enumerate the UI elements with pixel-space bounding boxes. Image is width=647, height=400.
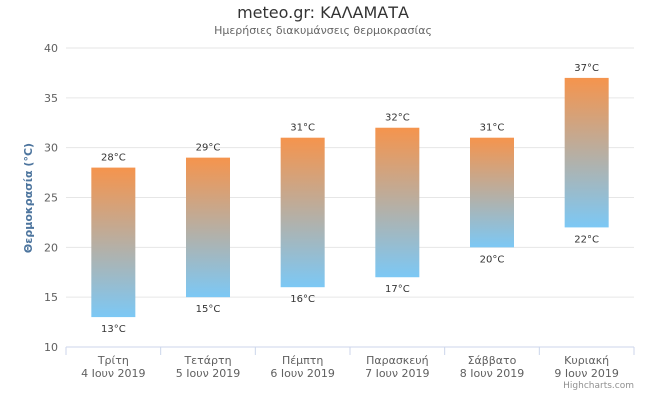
- credits-link[interactable]: Highcharts.com: [563, 381, 634, 391]
- y-tick-label: 30: [44, 142, 58, 155]
- max-temp-label: 28°C: [101, 153, 126, 164]
- x-category-day: Σάββατο: [468, 354, 517, 367]
- temperature-range-bar[interactable]: [91, 167, 136, 318]
- y-tick-label: 20: [44, 241, 58, 254]
- y-tick-label: 15: [44, 291, 58, 304]
- max-temp-label: 31°C: [290, 123, 315, 134]
- data-labels: 28°C 13°C 29°C 15°C 31°C 16°C 32°C 17°C 31°C 20°C…: [101, 63, 599, 335]
- grid: 10 15 20 25 30 35 40: [44, 42, 634, 354]
- x-category-date: 5 Ιουν 2019: [176, 367, 240, 380]
- chart-title: meteo.gr: ΚΑΛΑΜΑΤΑ: [237, 3, 409, 22]
- y-tick-label: 35: [44, 92, 58, 105]
- max-temp-label: 32°C: [385, 113, 410, 124]
- y-tick-label: 10: [44, 341, 58, 354]
- x-category-day: Παρασκευή: [366, 354, 429, 367]
- y-tick-label: 40: [44, 42, 58, 55]
- bars: [91, 77, 609, 318]
- x-category-day: Τετάρτη: [183, 354, 231, 367]
- y-axis-title: Θερμοκρασία (°C): [22, 143, 35, 253]
- chart-subtitle: Ημερήσιες διακυμάνσεις θερμοκρασίας: [214, 24, 432, 37]
- x-category-day: Τρίτη: [97, 354, 129, 367]
- x-category-day: Πέμπτη: [282, 354, 323, 367]
- temperature-range-bar[interactable]: [375, 127, 420, 278]
- min-temp-label: 15°C: [196, 304, 221, 315]
- min-temp-label: 20°C: [480, 254, 505, 265]
- temperature-range-bar[interactable]: [564, 77, 609, 228]
- max-temp-label: 37°C: [574, 63, 599, 74]
- x-category-date: 6 Ιουν 2019: [270, 367, 334, 380]
- max-temp-label: 29°C: [196, 143, 221, 154]
- min-temp-label: 22°C: [574, 234, 599, 245]
- temperature-range-bar[interactable]: [280, 137, 325, 288]
- temperature-range-bar[interactable]: [470, 137, 514, 248]
- min-temp-label: 13°C: [101, 324, 126, 335]
- x-category-date: 4 Ιουν 2019: [81, 367, 145, 380]
- min-temp-label: 16°C: [290, 294, 315, 305]
- temperature-range-bar[interactable]: [186, 157, 230, 298]
- min-temp-label: 17°C: [385, 284, 410, 295]
- x-category-date: 8 Ιουν 2019: [460, 367, 524, 380]
- max-temp-label: 31°C: [480, 123, 505, 134]
- y-tick-label: 25: [44, 192, 58, 205]
- x-category-day: Κυριακή: [564, 354, 609, 367]
- x-category-date: 9 Ιουν 2019: [554, 367, 618, 380]
- x-category-date: 7 Ιουν 2019: [365, 367, 429, 380]
